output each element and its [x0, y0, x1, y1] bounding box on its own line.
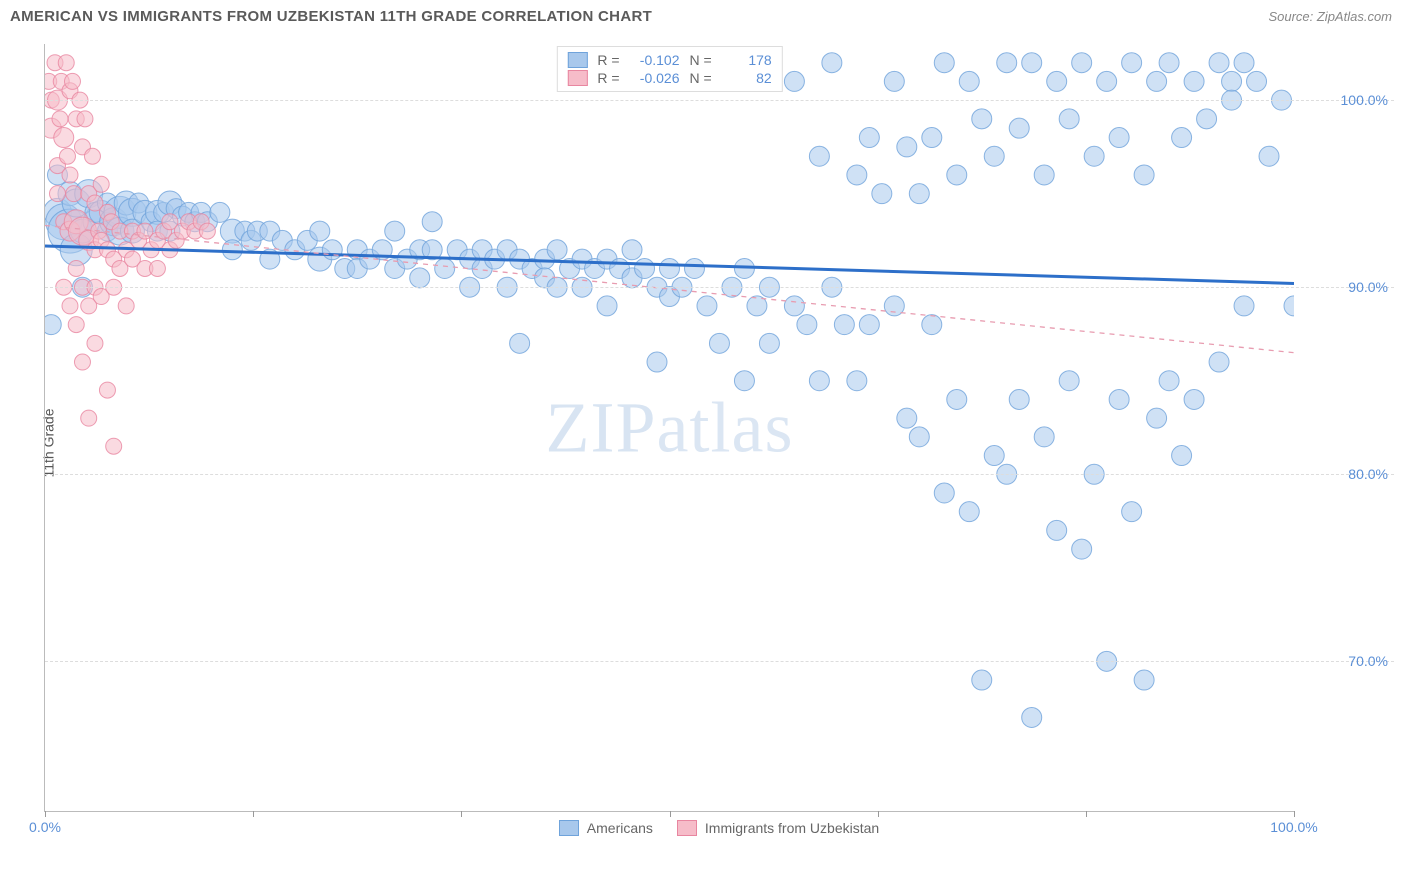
legend-swatch — [677, 820, 697, 836]
chart-source: Source: ZipAtlas.com — [1268, 9, 1392, 24]
x-tick — [1294, 811, 1295, 817]
y-tick-label: 100.0% — [1298, 92, 1388, 108]
legend-n-value: 82 — [722, 70, 772, 86]
legend-swatch — [559, 820, 579, 836]
legend-series-label: Americans — [587, 820, 653, 836]
chart-header: AMERICAN VS IMMIGRANTS FROM UZBEKISTAN 1… — [0, 0, 1406, 29]
legend-n-label: N = — [690, 70, 712, 86]
legend-r-label: R = — [597, 70, 619, 86]
legend-r-value: -0.102 — [630, 52, 680, 68]
scatter-svg — [45, 44, 1294, 811]
grid-line-h — [45, 661, 1394, 662]
x-tick — [45, 811, 46, 817]
legend-r-label: R = — [597, 52, 619, 68]
legend-n-value: 178 — [722, 52, 772, 68]
x-tick — [1086, 811, 1087, 817]
x-tick — [461, 811, 462, 817]
chart-title: AMERICAN VS IMMIGRANTS FROM UZBEKISTAN 1… — [10, 8, 652, 25]
y-tick-label: 70.0% — [1298, 653, 1388, 669]
legend-n-label: N = — [690, 52, 712, 68]
x-tick — [253, 811, 254, 817]
legend-correlation: R = -0.102 N = 178 R = -0.026 N = 82 — [556, 46, 782, 92]
legend-correlation-row: R = -0.102 N = 178 — [567, 51, 771, 69]
legend-swatch — [567, 70, 587, 86]
y-tick-label: 90.0% — [1298, 279, 1388, 295]
x-tick — [670, 811, 671, 817]
legend-series-label: Immigrants from Uzbekistan — [705, 820, 879, 836]
legend-series: Americans Immigrants from Uzbekistan — [44, 820, 1394, 836]
x-tick — [878, 811, 879, 817]
y-tick-label: 80.0% — [1298, 466, 1388, 482]
plot-area: ZIPatlas R = -0.102 N = 178 R = -0.026 N… — [44, 44, 1294, 812]
chart-container: 11th Grade ZIPatlas R = -0.102 N = 178 R… — [44, 44, 1394, 842]
legend-correlation-row: R = -0.026 N = 82 — [567, 69, 771, 87]
legend-r-value: -0.026 — [630, 70, 680, 86]
grid-line-h — [45, 100, 1394, 101]
legend-series-item: Americans — [559, 820, 653, 836]
legend-swatch — [567, 52, 587, 68]
grid-line-h — [45, 474, 1394, 475]
grid-line-h — [45, 287, 1394, 288]
legend-series-item: Immigrants from Uzbekistan — [677, 820, 879, 836]
